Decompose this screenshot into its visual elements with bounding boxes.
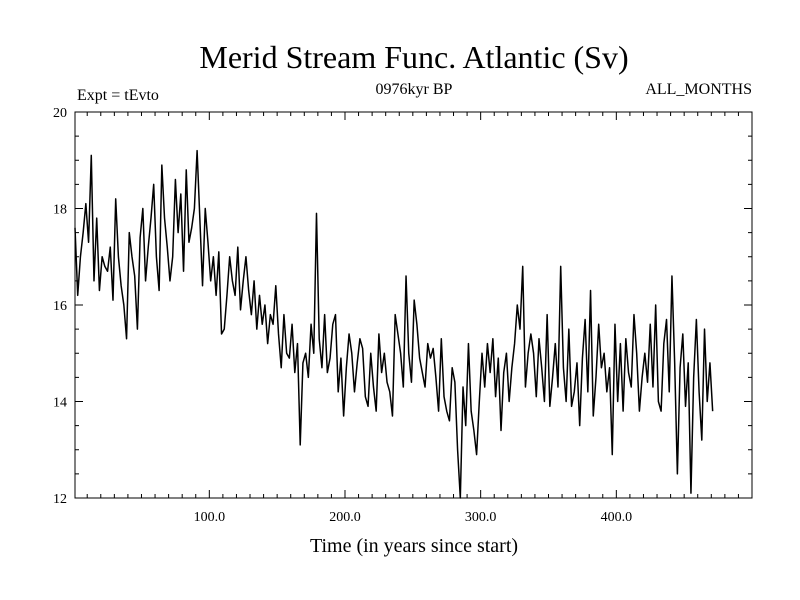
- y-tick-label: 16: [53, 299, 67, 314]
- x-tick-label: 100.0: [194, 510, 226, 525]
- x-tick-label: 400.0: [601, 510, 633, 525]
- y-tick-label: 18: [53, 203, 67, 218]
- y-tick-label: 14: [53, 396, 67, 411]
- experiment-label: Expt = tEvto: [77, 87, 159, 104]
- x-tick-label: 300.0: [465, 510, 497, 525]
- x-tick-label: 200.0: [329, 510, 361, 525]
- period-label: 0976kyr BP: [376, 81, 453, 98]
- months-label: ALL_MONTHS: [645, 81, 752, 98]
- chart-title: Merid Stream Func. Atlantic (Sv): [199, 39, 628, 75]
- x-axis-label: Time (in years since start): [310, 535, 518, 557]
- series-line: [74, 149, 714, 499]
- y-tick-label: 20: [53, 106, 67, 121]
- y-tick-label: 12: [53, 492, 67, 507]
- plot-area: [74, 149, 714, 499]
- axes: 100.0 200.0 300.0 400.0 12 14 16 18 20: [53, 106, 753, 525]
